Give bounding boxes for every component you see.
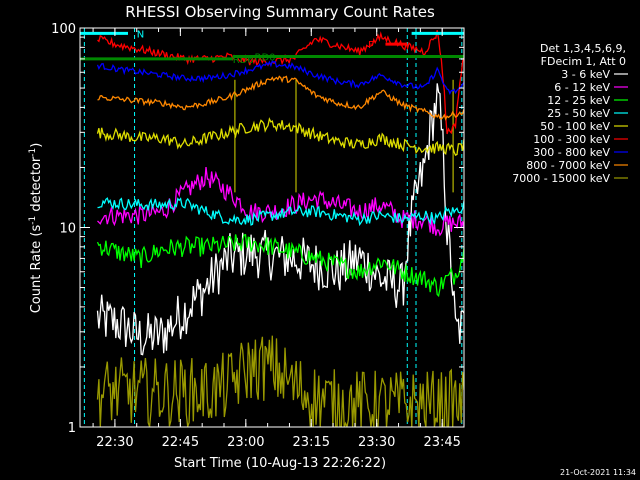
state-bar-label: RD6 [233, 55, 254, 66]
series-line [96, 83, 464, 356]
plot-area: N RD6 RD0 F [80, 28, 464, 427]
state-bar-label: N [137, 29, 144, 40]
x-tick-label: 23:45 [423, 435, 460, 450]
plot-frame [79, 27, 465, 428]
legend-label: 7000 - 15000 keV [512, 172, 610, 185]
y-tick-label: 1 [68, 421, 76, 436]
x-axis-label: Start Time (10-Aug-13 22:26:22) [174, 456, 386, 471]
series-line [96, 60, 464, 96]
series-line [96, 233, 464, 298]
series-line [97, 167, 464, 237]
timestamp: 21-Oct-2021 11:34 [560, 468, 636, 477]
legend-label: 100 - 300 keV [533, 133, 610, 146]
series-line [96, 335, 464, 427]
legend-header: FDecim 1, Att 0 [541, 55, 626, 68]
x-tick-label: 22:30 [96, 435, 133, 450]
y-tick-label: 10 [59, 222, 76, 237]
legend-header: Det 1,3,4,5,6,9, [540, 42, 626, 55]
legend-label: 6 - 12 keV [554, 81, 610, 94]
legend-label: 300 - 800 keV [533, 146, 610, 159]
chart-title: RHESSI Observing Summary Count Rates [125, 3, 435, 21]
legend-label: 25 - 50 keV [547, 107, 610, 120]
y-axis-label: Count Rate (s-1 detector-1) [28, 143, 44, 314]
state-bar-label: F [368, 40, 374, 51]
series-line [96, 117, 464, 156]
x-tick-label: 23:15 [293, 435, 330, 450]
state-bar-label: RD0 [255, 52, 276, 63]
x-tick-label: 22:45 [162, 435, 199, 450]
x-tick-label: 23:00 [227, 435, 264, 450]
series-line [97, 197, 464, 227]
legend-label: 3 - 6 keV [561, 68, 610, 81]
axes: 22:30 22:45 23:00 23:15 23:30 23:45 1 10 100 [51, 22, 465, 450]
legend-label: 800 - 7000 keV [526, 159, 610, 172]
series-line [97, 30, 464, 135]
legend-label: 50 - 100 keV [540, 120, 610, 133]
series-line [97, 75, 464, 121]
y-tick-label: 100 [51, 22, 76, 37]
legend: Det 1,3,4,5,6,9,FDecim 1, Att 03 - 6 keV… [512, 42, 628, 185]
x-tick-label: 23:30 [358, 435, 395, 450]
legend-label: 12 - 25 keV [547, 94, 610, 107]
